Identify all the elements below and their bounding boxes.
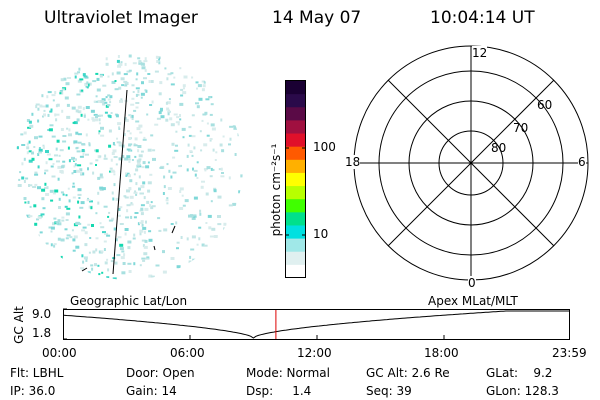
mode-info: Mode: Normal [246, 366, 330, 380]
glat-info: GLat: 9.2 [486, 366, 553, 380]
timeline-left-title: Geographic Lat/Lon [70, 294, 188, 308]
xtick-3: 18:00 [424, 346, 459, 360]
mlt-label-0: 0 [468, 276, 476, 290]
xtick-4: 23:59 [552, 346, 587, 360]
timeline-ymin: 1.8 [32, 326, 52, 340]
filter-info: Flt: LBHL [10, 366, 64, 380]
gain-info: Gain: 14 [126, 384, 177, 398]
mlt-label-12: 12 [472, 46, 488, 60]
lat-ring-70 [408, 100, 534, 226]
colorbar-tick-100: 100 [313, 140, 336, 154]
xtick-2: 12:00 [297, 346, 332, 360]
seq-info: Seq: 39 [366, 384, 412, 398]
xtick-0: 00:00 [42, 346, 77, 360]
colorbar-tick-10: 10 [313, 227, 329, 241]
lat-label-60: 60 [537, 98, 553, 112]
timeline-ylabel: GC Alt [12, 306, 26, 344]
gcalt-info: GC Alt: 2.6 Re [366, 366, 450, 380]
terminator-line [112, 89, 128, 275]
timeline-ymax: 9.0 [32, 307, 52, 321]
xtick-1: 06:00 [170, 346, 205, 360]
lat-ring-50 [353, 45, 589, 281]
mlt-label-6: 6 [578, 155, 586, 169]
lat-ring-60 [378, 70, 564, 256]
glon-info: GLon: 128.3 [486, 384, 559, 398]
mlt-label-18: 18 [345, 155, 361, 169]
lat-label-80: 80 [491, 141, 507, 155]
timeline-right-title: Apex MLat/MLT [428, 294, 518, 308]
colorbar [285, 80, 306, 279]
lat-label-70: 70 [513, 121, 529, 135]
date-label: 14 May 07 [272, 8, 362, 28]
ip-info: IP: 36.0 [10, 384, 56, 398]
time-label: 10:04:14 UT [430, 8, 535, 28]
colorbar-label: photon cm⁻²s⁻¹ [269, 143, 283, 237]
dsp-info: Dsp: 1.4 [246, 384, 312, 398]
instrument-title: Ultraviolet Imager [44, 8, 198, 28]
door-info: Door: Open [126, 366, 195, 380]
